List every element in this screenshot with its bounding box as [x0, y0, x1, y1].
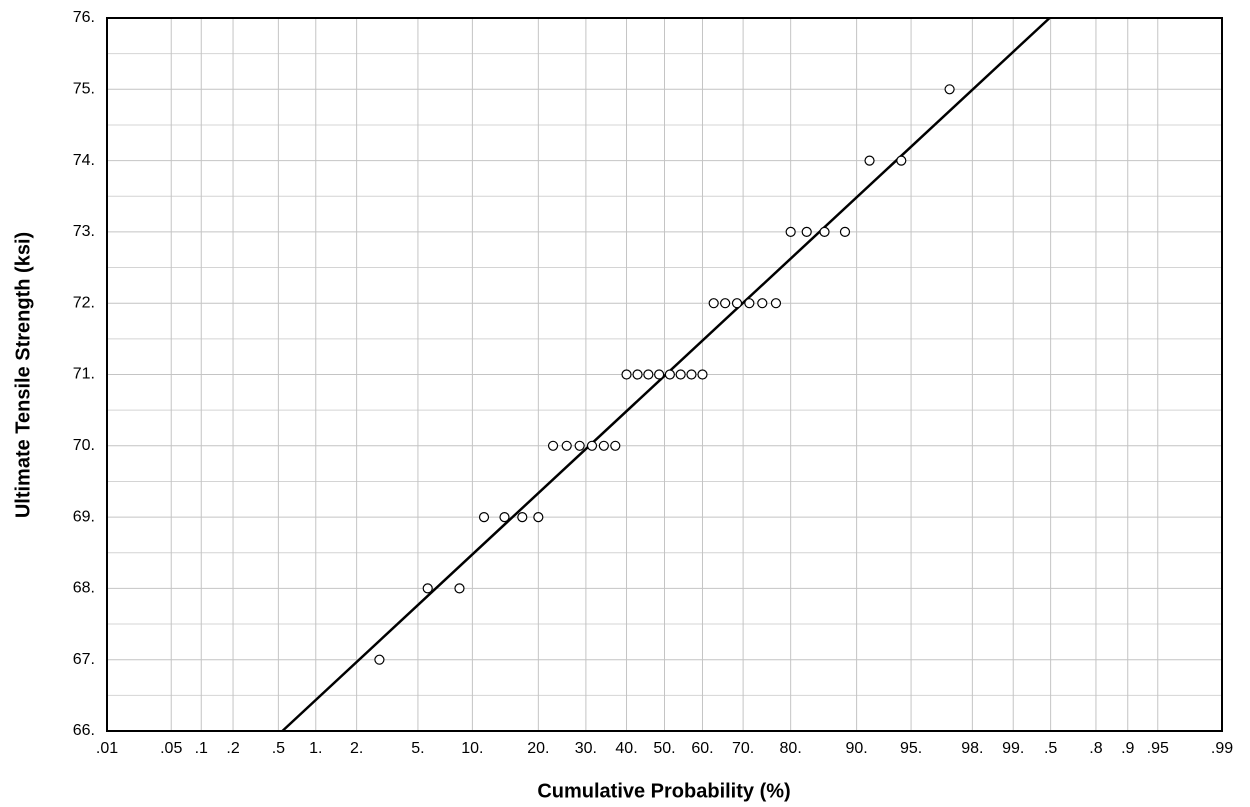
data-point — [697, 369, 708, 380]
data-point — [632, 369, 643, 380]
y-tick-label: 66. — [73, 722, 95, 739]
x-tick-label: 70. — [732, 740, 754, 757]
data-point — [664, 369, 675, 380]
data-point — [744, 298, 755, 309]
data-point — [586, 440, 598, 451]
data-point — [533, 511, 544, 523]
y-tick-label: 76. — [73, 9, 95, 26]
x-tick-label: 1. — [309, 740, 322, 757]
data-point — [770, 298, 782, 309]
y-tick-label: 69. — [73, 508, 95, 525]
data-point — [374, 654, 385, 665]
y-tick-label: 75. — [73, 81, 95, 98]
data-point — [757, 298, 768, 309]
data-point — [643, 369, 654, 380]
y-tick-label: 72. — [73, 294, 95, 311]
x-tick-label: 90. — [845, 740, 867, 757]
y-tick-label: 73. — [73, 223, 95, 240]
plot-frame — [106, 17, 1223, 732]
y-tick-label: 74. — [73, 152, 95, 169]
data-point — [621, 369, 632, 380]
x-tick-label: 50. — [653, 740, 675, 757]
x-tick-label: 10. — [461, 740, 483, 757]
x-tick-label: 98. — [961, 740, 983, 757]
data-point — [801, 226, 812, 237]
x-tick-label: 2. — [350, 740, 363, 757]
y-tick-label: 71. — [73, 366, 95, 383]
x-tick-label: .5 — [1044, 740, 1057, 757]
data-point — [610, 440, 621, 451]
data-point — [785, 226, 796, 237]
x-tick-label: .8 — [1089, 740, 1102, 757]
x-tick-label: .2 — [226, 740, 239, 757]
data-point — [896, 155, 907, 166]
y-tick-label: 67. — [73, 651, 95, 668]
x-tick-label: .05 — [160, 740, 182, 757]
x-tick-label: 20. — [527, 740, 549, 757]
y-axis-title: Ultimate Tensile Strength (ksi) — [12, 232, 34, 518]
data-point — [499, 511, 510, 523]
data-point — [720, 298, 731, 309]
data-point — [547, 440, 559, 451]
x-tick-label: 30. — [575, 740, 597, 757]
data-point — [819, 226, 830, 237]
data-point — [517, 511, 528, 523]
x-tick-label: .9 — [1121, 740, 1134, 757]
data-point — [654, 369, 665, 380]
data-point — [686, 369, 697, 380]
x-tick-label: 80. — [780, 740, 802, 757]
x-tick-label: 99. — [1002, 740, 1024, 757]
x-tick-label: .01 — [96, 740, 118, 757]
data-point — [454, 583, 465, 594]
data-point — [574, 440, 585, 451]
y-tick-label: 68. — [73, 580, 95, 597]
x-tick-label: .95 — [1147, 740, 1169, 757]
data-point — [944, 84, 955, 95]
x-tick-label: .1 — [195, 740, 208, 757]
x-axis-title: Cumulative Probability (%) — [537, 780, 790, 802]
x-tick-label: 40. — [615, 740, 637, 757]
data-point — [708, 298, 719, 309]
data-point — [731, 298, 743, 309]
data-point — [864, 155, 875, 166]
y-tick-label: 70. — [73, 437, 95, 454]
x-tick-label: .99 — [1211, 740, 1233, 757]
data-point — [839, 226, 851, 237]
data-point — [598, 440, 609, 451]
data-point — [478, 511, 490, 523]
data-point — [675, 369, 686, 380]
x-tick-label: 5. — [411, 740, 424, 757]
x-tick-label: 60. — [691, 740, 713, 757]
data-point — [561, 440, 572, 451]
x-tick-label: .5 — [272, 740, 285, 757]
data-point — [422, 583, 433, 594]
x-tick-label: 95. — [900, 740, 922, 757]
